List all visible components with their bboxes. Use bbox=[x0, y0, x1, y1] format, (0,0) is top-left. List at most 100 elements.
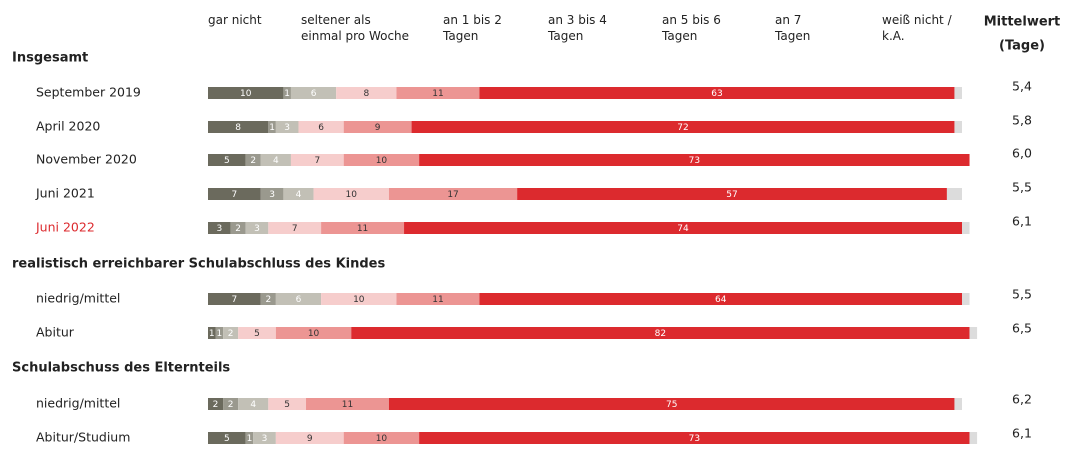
data-label: 3 bbox=[254, 224, 260, 234]
bar-segment bbox=[313, 188, 389, 200]
legend-label: an 3 bis 4 Tagen bbox=[548, 13, 607, 43]
bar-segment bbox=[969, 327, 978, 339]
mean-value: 6,1 bbox=[1012, 426, 1032, 441]
data-label: 10 bbox=[376, 434, 388, 444]
bar-segment bbox=[396, 293, 480, 305]
bar-segment bbox=[275, 327, 352, 339]
bar-segment bbox=[336, 87, 397, 99]
bar-segment bbox=[517, 188, 947, 200]
bar-segment bbox=[321, 293, 397, 305]
data-label: 7 bbox=[232, 190, 238, 200]
data-label: 2 bbox=[235, 224, 241, 234]
bar-segment bbox=[954, 121, 962, 133]
data-label: 64 bbox=[715, 295, 727, 305]
data-label: 11 bbox=[357, 224, 368, 234]
data-label: 4 bbox=[273, 156, 279, 166]
group-label: Insgesamt bbox=[12, 51, 88, 66]
bar-segment bbox=[268, 121, 276, 133]
group-label: Schulabschuss des Elternteils bbox=[12, 361, 230, 376]
mean-title: (Tage) bbox=[999, 39, 1045, 54]
category-label: Abitur bbox=[36, 325, 75, 340]
mean-value: 6,2 bbox=[1012, 392, 1032, 407]
bar-segment bbox=[283, 87, 291, 99]
bar-segment bbox=[954, 87, 962, 99]
data-label: 3 bbox=[262, 434, 268, 444]
bar-segment bbox=[283, 188, 314, 200]
data-label: 2 bbox=[228, 400, 234, 410]
bar-segment bbox=[321, 222, 405, 234]
bar-segment bbox=[404, 222, 962, 234]
legend-label: gar nicht bbox=[208, 13, 262, 27]
legend-label: seltener als einmal pro Woche bbox=[301, 13, 410, 43]
bar-segment bbox=[208, 87, 284, 99]
bar-segment bbox=[230, 222, 246, 234]
data-label: 1 bbox=[247, 434, 253, 444]
bar-segment bbox=[351, 327, 970, 339]
bar-segment bbox=[260, 188, 284, 200]
data-label: 82 bbox=[655, 329, 666, 339]
data-label: 7 bbox=[314, 156, 320, 166]
bar-segment bbox=[396, 87, 480, 99]
data-label: 3 bbox=[216, 224, 222, 234]
data-label: 63 bbox=[711, 89, 722, 99]
bar-segment bbox=[419, 154, 970, 166]
category-label: November 2020 bbox=[36, 152, 137, 167]
data-label: 9 bbox=[307, 434, 313, 444]
data-label: 57 bbox=[726, 190, 737, 200]
mean-value: 5,4 bbox=[1012, 79, 1032, 94]
data-label: 4 bbox=[250, 400, 256, 410]
bar-segment bbox=[268, 222, 322, 234]
data-label: 1 bbox=[209, 329, 215, 339]
data-label: 10 bbox=[376, 156, 388, 166]
bar-segment bbox=[208, 121, 269, 133]
bar-segment bbox=[275, 432, 344, 444]
data-label: 10 bbox=[353, 295, 365, 305]
data-label: 3 bbox=[284, 123, 290, 133]
mean-value: 6,1 bbox=[1012, 214, 1032, 229]
data-label: 2 bbox=[228, 329, 234, 339]
bar-segment bbox=[208, 327, 216, 339]
data-label: 72 bbox=[677, 123, 688, 133]
bar-segment bbox=[208, 154, 246, 166]
data-label: 5 bbox=[224, 434, 230, 444]
bar-segment bbox=[306, 398, 389, 410]
bar-segment bbox=[343, 432, 420, 444]
data-label: 11 bbox=[432, 89, 443, 99]
data-label: 10 bbox=[308, 329, 320, 339]
bar-segment bbox=[290, 87, 337, 99]
bar-segment bbox=[208, 188, 261, 200]
data-label: 7 bbox=[292, 224, 298, 234]
group-label: realistisch erreichbarer Schulabschluss … bbox=[12, 257, 385, 272]
bar-segment bbox=[954, 398, 962, 410]
legend-label: an 7 Tagen bbox=[775, 13, 811, 43]
data-label: 5 bbox=[224, 156, 230, 166]
data-label: 7 bbox=[232, 295, 238, 305]
data-label: 6 bbox=[318, 123, 324, 133]
bar-segment bbox=[245, 432, 254, 444]
bar-segment bbox=[223, 398, 239, 410]
data-label: 73 bbox=[689, 156, 700, 166]
mean-value: 5,8 bbox=[1012, 113, 1032, 128]
bar-segment bbox=[223, 327, 239, 339]
bar-segment bbox=[419, 432, 970, 444]
bar-segment bbox=[343, 121, 412, 133]
data-label: 10 bbox=[240, 89, 252, 99]
category-label: Juni 2021 bbox=[35, 186, 95, 201]
mean-value: 6,0 bbox=[1012, 146, 1032, 161]
bar-segment bbox=[298, 121, 344, 133]
bar-segment bbox=[208, 398, 224, 410]
data-label: 1 bbox=[284, 89, 290, 99]
bar-segment bbox=[238, 398, 269, 410]
data-label: 74 bbox=[677, 224, 689, 234]
data-label: 1 bbox=[216, 329, 222, 339]
mean-value: 6,5 bbox=[1012, 321, 1032, 336]
data-label: 6 bbox=[311, 89, 317, 99]
data-label: 2 bbox=[213, 400, 219, 410]
bar-segment bbox=[208, 222, 231, 234]
bar-segment bbox=[290, 154, 344, 166]
mean-value: 5,5 bbox=[1012, 287, 1032, 302]
data-label: 9 bbox=[375, 123, 381, 133]
data-label: 75 bbox=[666, 400, 677, 410]
bar-segment bbox=[245, 222, 269, 234]
